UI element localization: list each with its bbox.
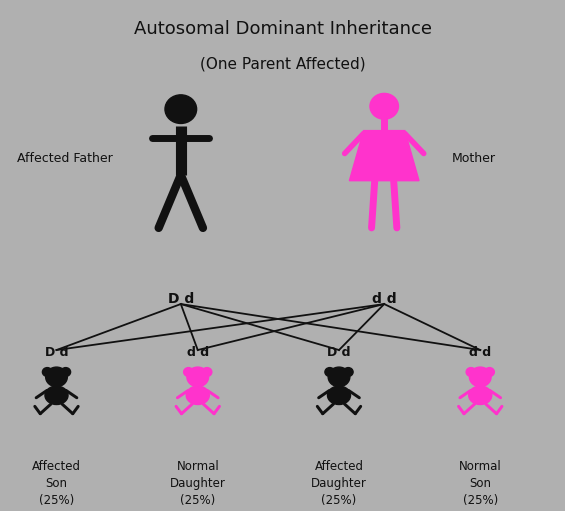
Text: Normal
Son
(25%): Normal Son (25%) <box>459 460 502 507</box>
Text: Mother: Mother <box>452 152 496 165</box>
Ellipse shape <box>186 386 209 405</box>
Circle shape <box>485 367 494 377</box>
Circle shape <box>370 94 398 119</box>
Text: Autosomal Dominant Inheritance: Autosomal Dominant Inheritance <box>133 20 432 38</box>
Polygon shape <box>349 131 419 181</box>
Circle shape <box>46 367 67 387</box>
Circle shape <box>325 367 334 377</box>
Circle shape <box>184 367 193 377</box>
Text: Affected
Son
(25%): Affected Son (25%) <box>32 460 81 507</box>
Circle shape <box>42 367 52 377</box>
Text: D d: D d <box>327 346 351 359</box>
Text: d d: d d <box>186 346 209 359</box>
Text: d d: d d <box>372 292 397 306</box>
Text: Affected
Daughter
(25%): Affected Daughter (25%) <box>311 460 367 507</box>
Text: Affected Father: Affected Father <box>18 152 113 165</box>
Circle shape <box>202 367 212 377</box>
Circle shape <box>470 367 491 387</box>
Text: Normal
Daughter
(25%): Normal Daughter (25%) <box>170 460 225 507</box>
Ellipse shape <box>328 386 350 405</box>
Ellipse shape <box>45 386 68 405</box>
Circle shape <box>466 367 476 377</box>
Circle shape <box>328 367 350 387</box>
Text: d d: d d <box>469 346 492 359</box>
Text: D d: D d <box>168 292 194 306</box>
Circle shape <box>165 95 197 124</box>
Text: D d: D d <box>45 346 68 359</box>
Circle shape <box>61 367 71 377</box>
Ellipse shape <box>469 386 492 405</box>
Circle shape <box>344 367 353 377</box>
Circle shape <box>187 367 208 387</box>
Text: (One Parent Affected): (One Parent Affected) <box>199 56 366 71</box>
